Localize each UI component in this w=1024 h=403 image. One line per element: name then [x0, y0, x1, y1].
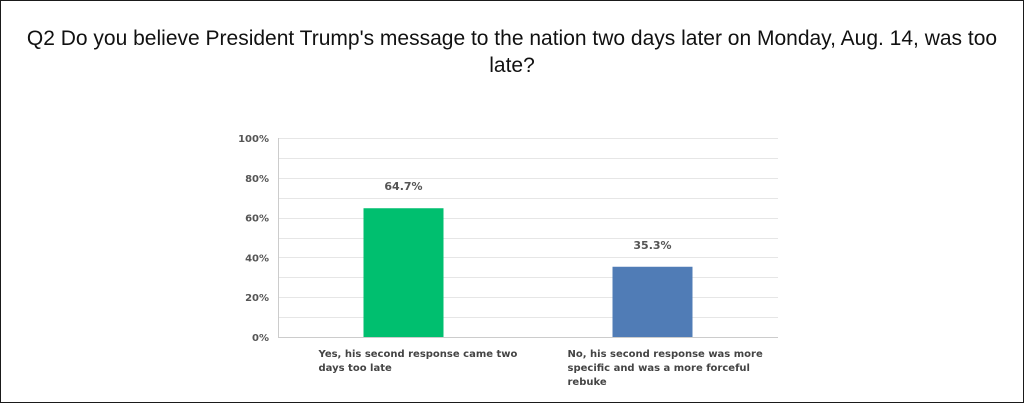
x-category-label-no: No, his second response was more specifi… [567, 349, 763, 388]
bar-no [612, 266, 693, 337]
y-tick-label: 80% [245, 174, 269, 185]
y-tick-label: 40% [245, 253, 269, 264]
chart-title: Q2 Do you believe President Trump's mess… [26, 27, 998, 77]
data-labels: 64.7% 35.3% [384, 180, 671, 252]
y-tick-label: 100% [238, 134, 269, 145]
data-label: 64.7% [384, 180, 422, 193]
data-label: 35.3% [633, 239, 671, 252]
y-tick-label: 20% [245, 293, 269, 304]
y-tick-label: 60% [245, 214, 269, 225]
gridlines [278, 138, 778, 338]
bars [363, 208, 693, 337]
y-tick-label: 0% [252, 333, 269, 344]
y-axis: 0% 20% 40% 60% 80% 100% [238, 134, 279, 344]
bar-yes [363, 208, 444, 337]
x-category-label-yes: Yes, his second response came two days t… [318, 349, 518, 374]
